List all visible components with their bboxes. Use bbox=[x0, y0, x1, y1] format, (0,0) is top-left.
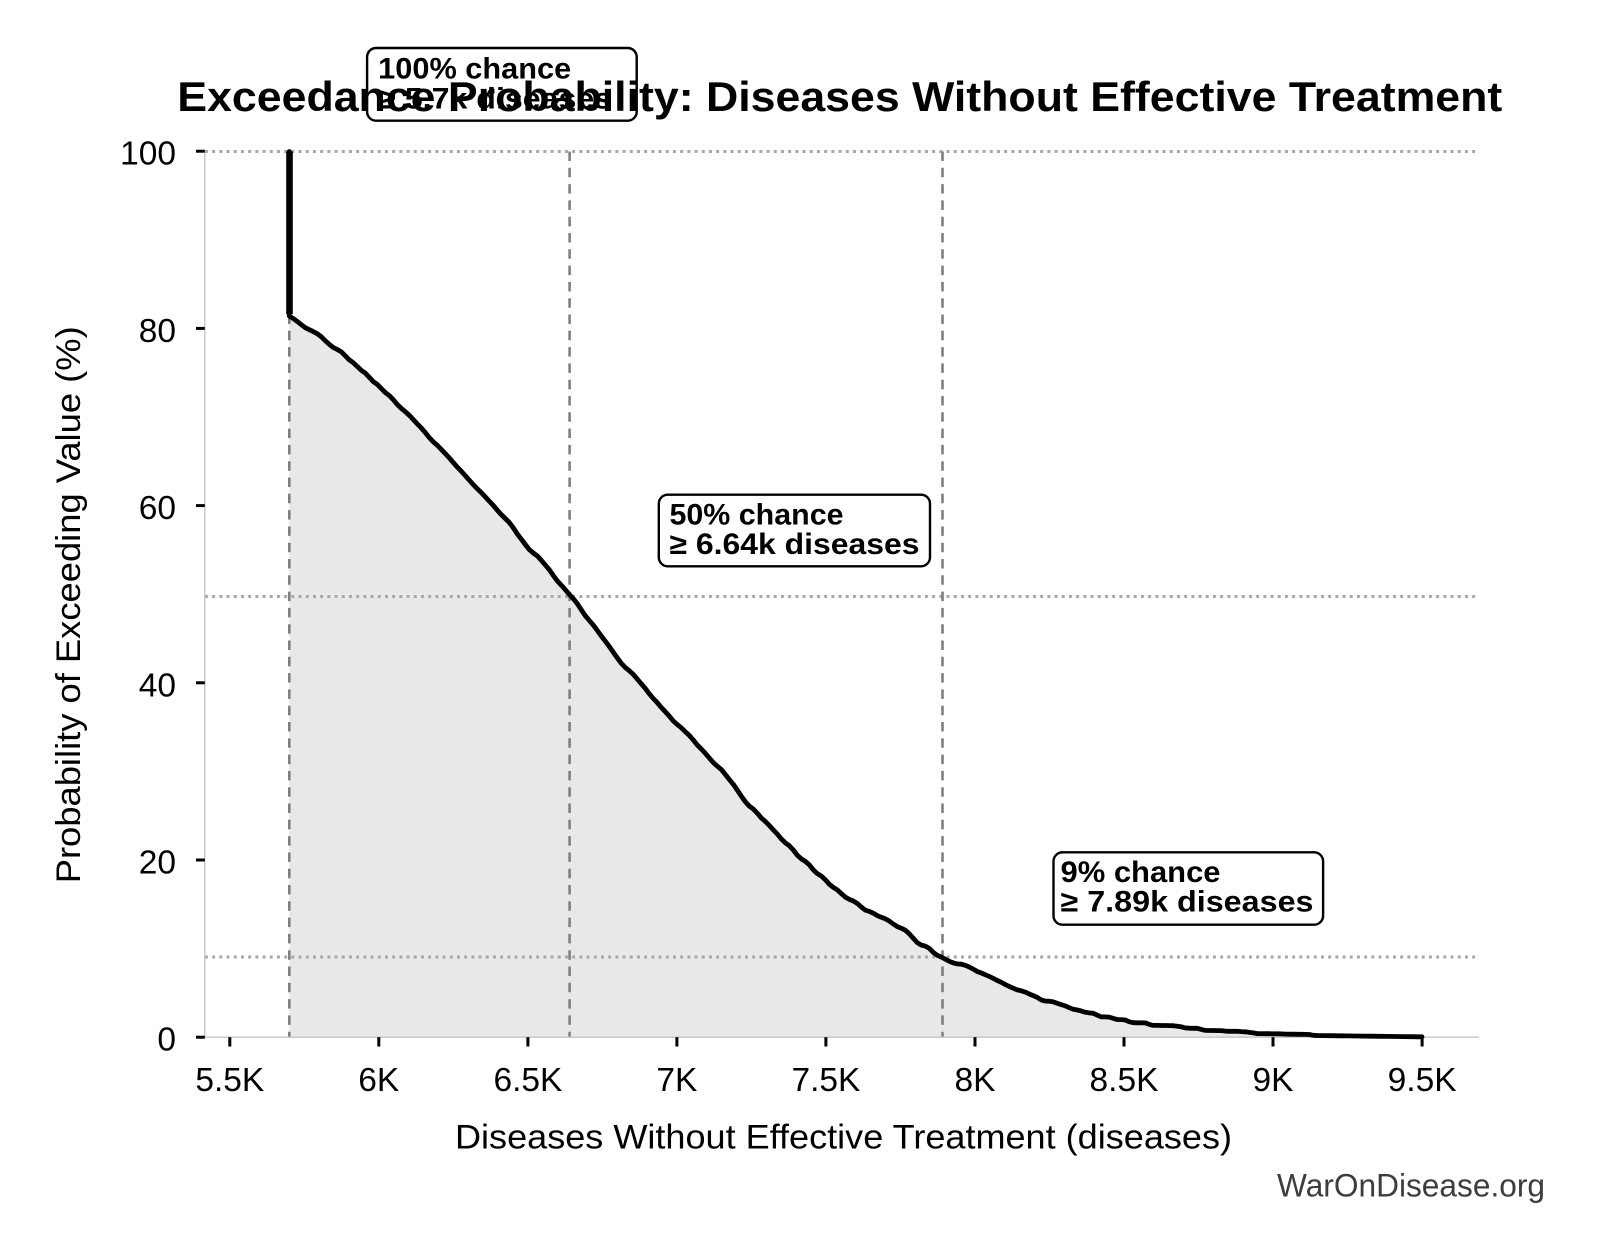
svg-text:80: 80 bbox=[139, 313, 176, 350]
svg-text:8K: 8K bbox=[955, 1062, 996, 1099]
svg-text:100% chance: 100% chance bbox=[378, 53, 571, 86]
svg-text:7K: 7K bbox=[656, 1062, 697, 1099]
svg-text:60: 60 bbox=[139, 490, 176, 527]
svg-text:≥ 5.7k diseases: ≥ 5.7k diseases bbox=[378, 82, 612, 115]
svg-text:Exceedance Probability: Diseas: Exceedance Probability: Diseases Without… bbox=[177, 73, 1502, 120]
svg-text:8.5K: 8.5K bbox=[1090, 1062, 1159, 1099]
svg-text:9% chance: 9% chance bbox=[1061, 856, 1221, 889]
svg-text:7.5K: 7.5K bbox=[791, 1062, 860, 1099]
svg-text:9.5K: 9.5K bbox=[1388, 1062, 1457, 1099]
svg-text:50% chance: 50% chance bbox=[670, 499, 844, 532]
svg-text:40: 40 bbox=[139, 667, 176, 704]
svg-text:Diseases Without Effective Tre: Diseases Without Effective Treatment (di… bbox=[455, 1119, 1232, 1157]
svg-text:WarOnDisease.org: WarOnDisease.org bbox=[1277, 1168, 1545, 1204]
svg-text:Probability of Exceeding Value: Probability of Exceeding Value (%) bbox=[50, 326, 88, 883]
svg-text:9K: 9K bbox=[1253, 1062, 1294, 1099]
svg-text:20: 20 bbox=[139, 845, 176, 882]
svg-text:5.5K: 5.5K bbox=[195, 1062, 264, 1099]
svg-text:≥ 7.89k diseases: ≥ 7.89k diseases bbox=[1061, 886, 1314, 919]
svg-text:0: 0 bbox=[157, 1022, 176, 1059]
svg-text:6.5K: 6.5K bbox=[493, 1062, 562, 1099]
svg-text:6K: 6K bbox=[358, 1062, 399, 1099]
svg-text:≥ 6.64k diseases: ≥ 6.64k diseases bbox=[670, 528, 920, 561]
svg-text:100: 100 bbox=[120, 136, 176, 173]
